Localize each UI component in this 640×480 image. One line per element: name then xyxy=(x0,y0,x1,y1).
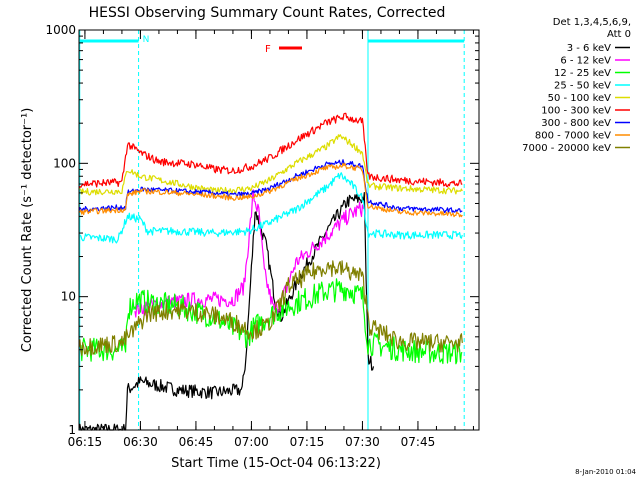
x-tick-label: 06:30 xyxy=(123,435,158,449)
legend-entry-label: 25 - 50 keV xyxy=(554,81,611,92)
annotation-bands: NF xyxy=(79,35,465,55)
series-line-1 xyxy=(134,189,365,318)
legend-entry-label: 12 - 25 keV xyxy=(554,68,611,79)
series-line-8 xyxy=(78,260,463,356)
x-tick-label: 07:30 xyxy=(345,435,380,449)
series-line-2 xyxy=(78,278,463,365)
plot-frame xyxy=(78,29,480,431)
y-tick-label: 1000 xyxy=(45,23,76,37)
legend-entry-label: 100 - 300 keV xyxy=(541,106,611,117)
series-line-3 xyxy=(78,172,463,244)
y-tick-label: 1 xyxy=(68,423,76,437)
x-tick-label: 06:15 xyxy=(68,435,103,449)
x-tick-label: 07:15 xyxy=(290,435,325,449)
y-tick-label: 10 xyxy=(61,290,76,304)
legend-entry-label: 6 - 12 keV xyxy=(560,56,611,67)
series-line-4 xyxy=(78,134,463,196)
y-axis-label: Corrected Count Rate (s⁻¹ detector⁻¹) xyxy=(20,108,35,353)
x-tick-label: 07:00 xyxy=(234,435,269,449)
series-lines xyxy=(78,112,463,431)
y-axis: 1 10 100 1000 xyxy=(45,23,479,437)
x-axis-label: Start Time (15-Oct-04 06:13:22) xyxy=(171,456,381,471)
legend-entry-label: 800 - 7000 keV xyxy=(535,131,611,142)
legend-entry-label: 50 - 100 keV xyxy=(548,93,612,104)
x-tick-label: 06:45 xyxy=(179,435,214,449)
legend-entry-label: 7000 - 20000 keV xyxy=(522,143,611,154)
legend-header-line-2: Att 0 xyxy=(607,29,631,40)
night-boundary-lines xyxy=(79,30,465,430)
series-line-7 xyxy=(78,162,463,218)
legend-entry-label: 3 - 6 keV xyxy=(567,43,611,54)
series-line-0 xyxy=(78,192,375,431)
series-line-5 xyxy=(78,112,463,189)
footer-timestamp: 8-Jan-2010 01:04 xyxy=(575,468,636,476)
legend-entry-label: 300 - 800 keV xyxy=(541,118,611,129)
flare-label: F xyxy=(265,44,271,55)
chart-title: HESSI Observing Summary Count Rates, Cor… xyxy=(89,5,446,21)
x-axis: 06:15 06:30 06:45 07:00 07:15 07:30 07:45 xyxy=(68,30,474,449)
legend-header-line-1: Det 1,3,4,5,6,9, xyxy=(553,17,631,28)
y-tick-label: 100 xyxy=(53,156,76,170)
night-label: N xyxy=(143,35,150,45)
series-line-6 xyxy=(78,159,463,214)
x-tick-label: 07:45 xyxy=(401,435,436,449)
